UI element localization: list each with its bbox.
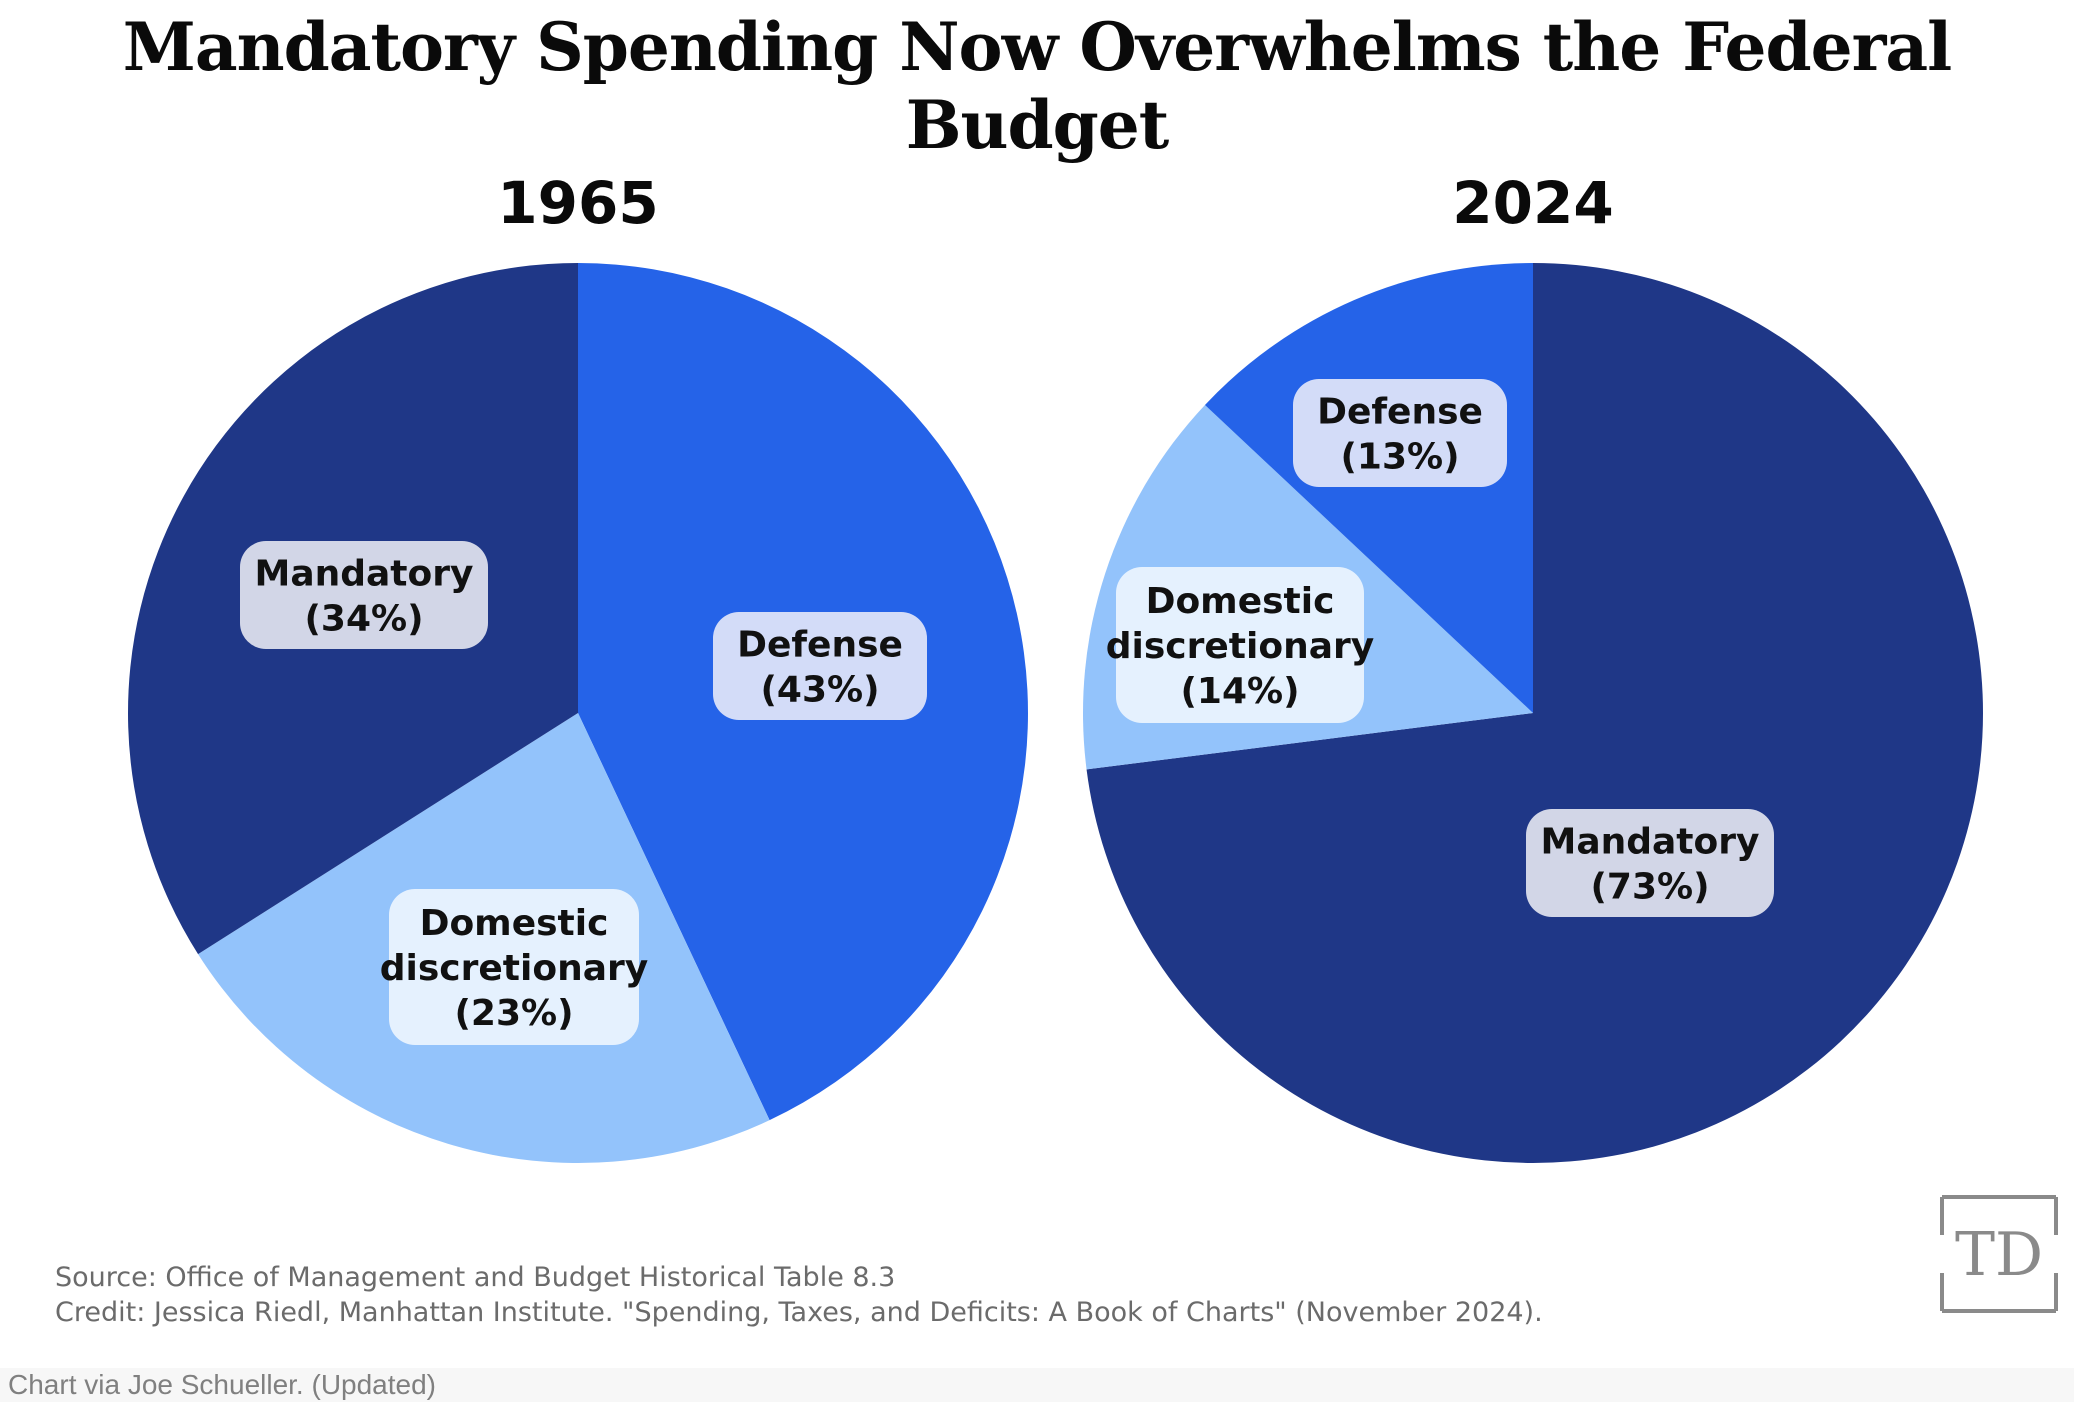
- pie-title: 2024: [1452, 169, 1613, 237]
- slice-label: Mandatory(34%): [240, 541, 488, 649]
- slice-label-line: Domestic: [1146, 581, 1335, 622]
- pie-chart-1965: 1965 Defense(43%) Domesticdiscretionary(23…: [127, 169, 1028, 1163]
- pie-chart-2024: 2024Mandatory(73%)Domesticdiscretionary(…: [1083, 169, 1984, 1164]
- slice-label-line: (23%): [454, 993, 573, 1034]
- slice-label-box: [1116, 567, 1364, 723]
- pie-slice: [1204, 263, 1533, 713]
- slice-label-line: (34%): [304, 599, 423, 640]
- slice-label: Defense(13%): [1293, 379, 1507, 487]
- slice-label-line: Defense: [737, 625, 903, 666]
- source-note: Source: Office of Management and Budget …: [55, 1262, 896, 1293]
- slice-label-line: Domestic: [420, 903, 609, 944]
- slice-label-box: [240, 541, 488, 649]
- credit-note: Credit: Jessica Riedl, Manhattan Institu…: [55, 1297, 1543, 1328]
- slice-label-line: (14%): [1180, 671, 1299, 712]
- slice-label-line: (43%): [760, 670, 879, 711]
- slice-label-line: discretionary: [380, 948, 648, 989]
- chart-title: Mandatory Spending Now Overwhelms the Fe…: [122, 8, 1952, 164]
- td-logo-icon: TD: [1940, 1195, 2058, 1313]
- slice-label-box: [389, 889, 639, 1045]
- pie-charts: 1965Defense(43%)Domesticdiscretionary(23…: [127, 169, 1984, 1164]
- slice-label-box: [1526, 809, 1774, 917]
- slice-label-box: [713, 612, 927, 720]
- slice-label-line: (13%): [1340, 437, 1459, 478]
- slice-label-line: Defense: [1317, 392, 1483, 433]
- chart-via-note: Chart via Joe Schueller. (Updated): [0, 1368, 2074, 1402]
- slice-label-line: (73%): [1590, 867, 1709, 908]
- logo-text: TD: [1955, 1220, 2043, 1290]
- slice-label-box: [1293, 379, 1507, 487]
- pie-title: 1965: [497, 169, 658, 237]
- slice-label: Mandatory(73%): [1526, 809, 1774, 917]
- slice-label-line: discretionary: [1106, 626, 1374, 667]
- footer: Source: Office of Management and Budget …: [55, 1260, 1543, 1330]
- slice-label: Defense(43%): [713, 612, 927, 720]
- slice-label-line: Mandatory: [1541, 822, 1760, 863]
- pie-slice: [1086, 263, 1984, 1164]
- slice-label-line: Mandatory: [255, 554, 474, 595]
